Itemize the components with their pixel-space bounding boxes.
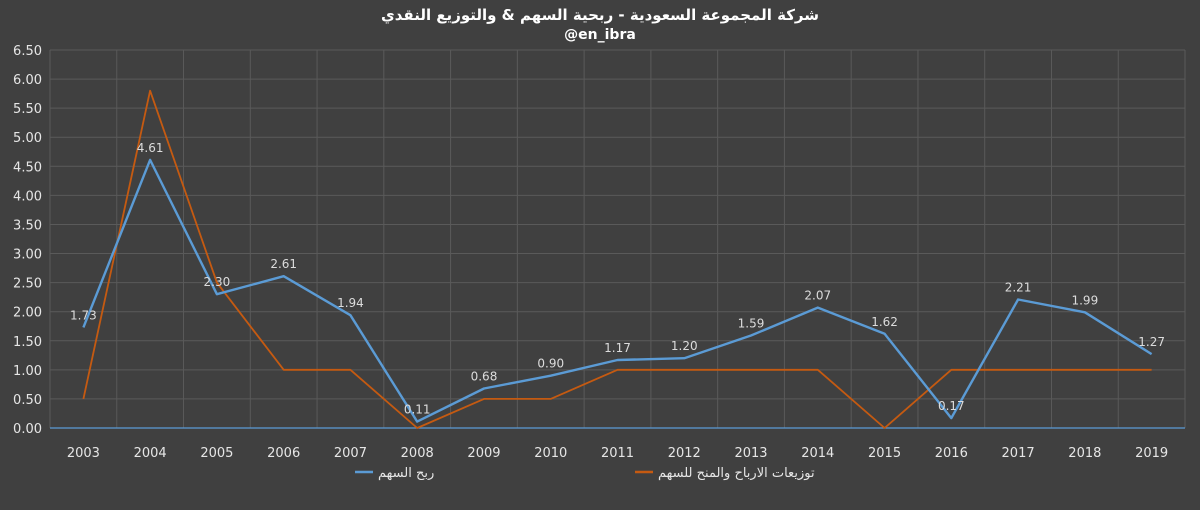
y-tick-label: 6.00 xyxy=(13,73,42,88)
x-tick-label: 2012 xyxy=(668,446,701,461)
series-line-0 xyxy=(82,158,1153,423)
x-tick-label: 2019 xyxy=(1135,446,1168,461)
data-label: 2.61 xyxy=(270,257,297,271)
x-tick-label: 2018 xyxy=(1068,446,1101,461)
y-tick-label: 2.50 xyxy=(13,277,42,292)
y-tick-label: 3.00 xyxy=(13,248,42,263)
data-label: 2.30 xyxy=(204,275,231,289)
legend-label-0: ربح السهم xyxy=(378,466,434,481)
x-tick-label: 2006 xyxy=(267,446,300,461)
y-tick-label: 0.00 xyxy=(13,422,42,437)
data-label: 0.11 xyxy=(404,403,431,417)
x-tick-label: 2010 xyxy=(534,446,567,461)
data-label: 0.17 xyxy=(938,399,965,413)
data-label: 4.61 xyxy=(137,141,164,155)
data-label: 1.20 xyxy=(671,339,698,353)
data-label: 0.68 xyxy=(471,369,498,383)
y-tick-label: 1.50 xyxy=(13,335,42,350)
x-tick-label: 2003 xyxy=(67,446,100,461)
x-tick-label: 2008 xyxy=(401,446,434,461)
x-tick-label: 2009 xyxy=(467,446,500,461)
data-label: 1.99 xyxy=(1071,293,1098,307)
legend-label-1: توزيعات الارباح والمنح للسهم xyxy=(658,466,815,481)
x-tick-label: 2017 xyxy=(1002,446,1035,461)
x-tick-label: 2005 xyxy=(200,446,233,461)
y-tick-label: 0.50 xyxy=(13,393,42,408)
chart-subtitle: @en_ibra xyxy=(564,27,636,43)
data-label: 1.94 xyxy=(337,296,364,310)
y-tick-label: 3.50 xyxy=(13,218,42,233)
y-tick-label: 4.00 xyxy=(13,189,42,204)
y-tick-label: 5.50 xyxy=(13,102,42,117)
data-label: 1.59 xyxy=(738,317,765,331)
x-tick-label: 2004 xyxy=(134,446,167,461)
series-line-1 xyxy=(82,89,1152,429)
data-label: 1.62 xyxy=(871,315,898,329)
data-label: 1.17 xyxy=(604,341,631,355)
x-tick-label: 2015 xyxy=(868,446,901,461)
x-tick-label: 2013 xyxy=(734,446,767,461)
y-tick-label: 5.00 xyxy=(13,131,42,146)
x-tick-label: 2016 xyxy=(935,446,968,461)
data-label: 2.21 xyxy=(1005,280,1032,294)
x-tick-label: 2007 xyxy=(334,446,367,461)
data-label: 1.27 xyxy=(1138,335,1165,349)
y-tick-label: 6.50 xyxy=(13,44,42,59)
data-label: 2.07 xyxy=(804,289,831,303)
x-tick-label: 2014 xyxy=(801,446,834,461)
x-tick-label: 2011 xyxy=(601,446,634,461)
y-tick-label: 2.00 xyxy=(13,306,42,321)
data-label: 0.90 xyxy=(537,357,564,371)
y-tick-label: 1.00 xyxy=(13,364,42,379)
y-tick-label: 4.50 xyxy=(13,160,42,175)
chart-title: شركة المجموعة السعودية - ربحية السهم & و… xyxy=(380,6,819,24)
data-label: 1.73 xyxy=(70,308,97,322)
